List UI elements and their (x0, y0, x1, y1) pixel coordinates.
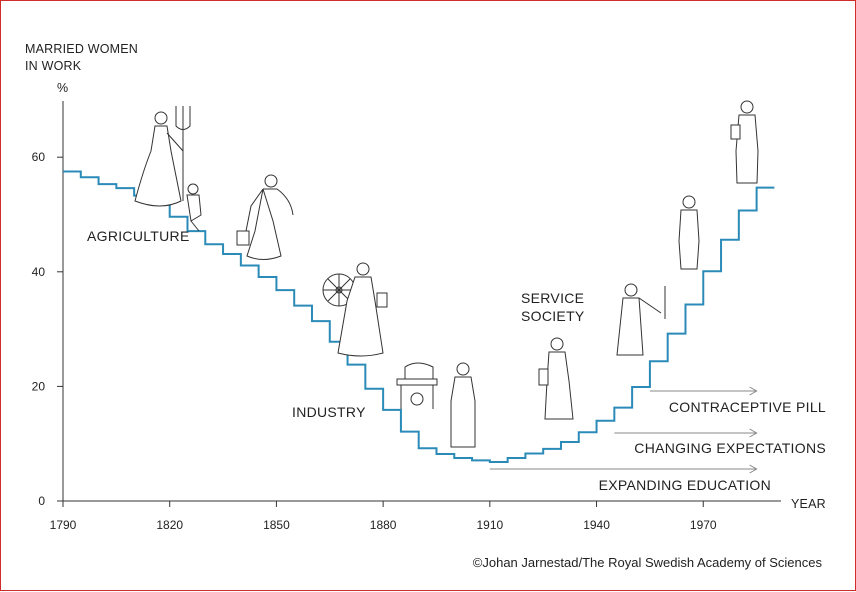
series-line (63, 172, 774, 463)
y-tick-label: 60 (32, 150, 46, 164)
illustrations (135, 101, 758, 447)
y-axis-title-line1: MARRIED WOMEN (25, 42, 138, 56)
professional-woman-icon (731, 101, 758, 183)
era-label-service-line1: SERVICE (521, 290, 584, 306)
x-tick-label: 1820 (156, 518, 183, 532)
child-icon (187, 184, 201, 231)
era-label-service-line2: SOCIETY (521, 308, 585, 324)
driver-label: CONTRACEPTIVE PILL (669, 399, 826, 415)
farm-woman-icon (135, 106, 190, 206)
sewing-machine-icon (397, 363, 437, 409)
factory-woman-icon (451, 363, 475, 447)
x-tick-label: 1910 (476, 518, 503, 532)
driver-label: EXPANDING EDUCATION (599, 477, 771, 493)
x-tick-label: 1940 (583, 518, 610, 532)
x-tick-label: 1790 (50, 518, 77, 532)
businesswoman-icon (679, 196, 699, 269)
office-woman-icon (539, 338, 573, 419)
y-axis-unit: % (57, 81, 68, 95)
x-axis-title: YEAR (791, 497, 826, 511)
era-label-industry: INDUSTRY (292, 404, 366, 420)
x-tick-label: 1970 (690, 518, 717, 532)
y-axis-title-line2: IN WORK (25, 59, 82, 73)
credit-text: ©Johan Jarnestad/The Royal Swedish Acade… (473, 555, 823, 570)
worker-woman-icon (237, 175, 293, 260)
era-label-agriculture: AGRICULTURE (87, 228, 190, 244)
x-tick-label: 1880 (370, 518, 397, 532)
y-tick-label: 40 (32, 265, 46, 279)
driver-label: CHANGING EXPECTATIONS (634, 440, 826, 456)
lab-woman-icon (617, 284, 665, 355)
series-group (63, 172, 774, 463)
y-tick-label: 20 (32, 379, 46, 393)
y-tick-label: 0 (38, 494, 45, 508)
drivers-group: CONTRACEPTIVE PILL CHANGING EXPECTATIONS E… (490, 387, 826, 493)
x-tick-label: 1850 (263, 518, 290, 532)
